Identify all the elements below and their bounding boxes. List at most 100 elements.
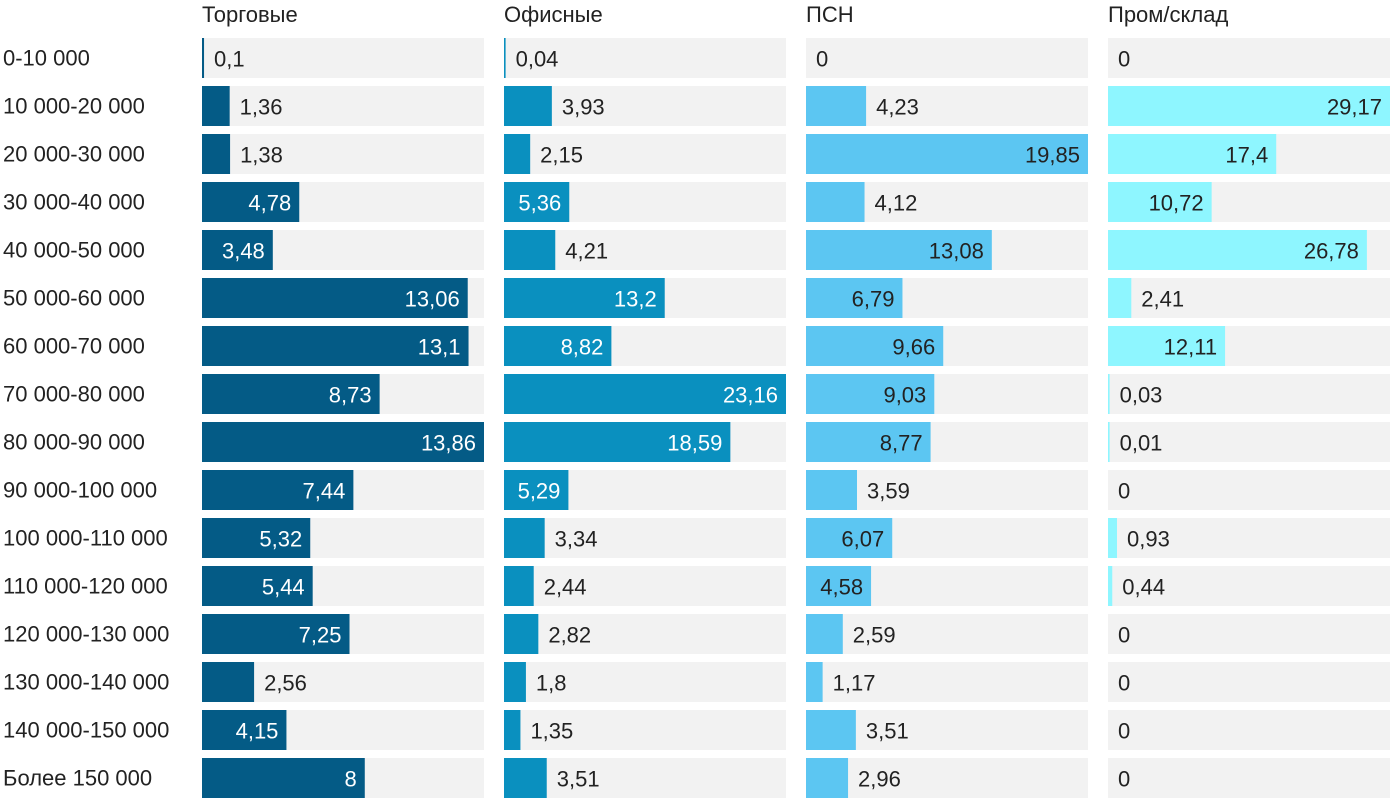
row-label: 70 000-80 000 bbox=[3, 382, 145, 407]
data-label: 3,34 bbox=[555, 527, 598, 552]
bar bbox=[504, 182, 570, 222]
data-label: 8,77 bbox=[880, 431, 923, 456]
row-label: 100 000-110 000 bbox=[3, 526, 168, 551]
data-label: 2,56 bbox=[264, 671, 307, 696]
bar bbox=[806, 614, 843, 654]
data-label: 0,93 bbox=[1127, 527, 1170, 552]
bar bbox=[202, 422, 484, 462]
data-label: 8,82 bbox=[561, 335, 604, 360]
row-label: Более 150 000 bbox=[3, 766, 152, 791]
data-label: 0,44 bbox=[1122, 575, 1165, 600]
data-label: 3,59 bbox=[867, 479, 910, 504]
data-label: 13,2 bbox=[614, 287, 657, 312]
data-label: 0 bbox=[816, 47, 828, 72]
bar bbox=[202, 758, 365, 798]
row-label: 80 000-90 000 bbox=[3, 430, 145, 455]
data-label: 5,36 bbox=[518, 191, 561, 216]
data-label: 29,17 bbox=[1327, 95, 1382, 120]
data-label: 8,73 bbox=[329, 383, 372, 408]
bar-track bbox=[504, 758, 786, 798]
data-label: 5,44 bbox=[262, 575, 305, 600]
column-title: Пром/склад bbox=[1108, 2, 1228, 27]
bar-track bbox=[202, 86, 484, 126]
data-label: 3,51 bbox=[866, 719, 909, 744]
data-label: 26,78 bbox=[1304, 239, 1359, 264]
bar bbox=[504, 278, 665, 318]
bar-track bbox=[1108, 566, 1390, 606]
data-label: 0,04 bbox=[516, 47, 559, 72]
data-label: 5,29 bbox=[518, 479, 561, 504]
bar bbox=[202, 662, 255, 702]
bar bbox=[504, 422, 731, 462]
bar bbox=[202, 182, 300, 222]
bar bbox=[504, 662, 526, 702]
row-label: 0-10 000 bbox=[3, 46, 90, 71]
bar bbox=[202, 38, 205, 78]
data-label: 6,07 bbox=[841, 527, 884, 552]
bar bbox=[1108, 230, 1367, 270]
bar bbox=[504, 38, 506, 78]
bar-track bbox=[504, 134, 786, 174]
column-title: ПСН bbox=[806, 2, 854, 27]
data-label: 0,01 bbox=[1120, 431, 1163, 456]
data-label: 5,32 bbox=[259, 527, 302, 552]
data-label: 4,23 bbox=[876, 95, 919, 120]
bar bbox=[806, 710, 856, 750]
data-label: 0,03 bbox=[1120, 383, 1163, 408]
bar-track bbox=[504, 566, 786, 606]
bar bbox=[806, 662, 823, 702]
data-label: 9,66 bbox=[892, 335, 935, 360]
data-label: 23,16 bbox=[723, 383, 778, 408]
bar bbox=[202, 134, 231, 174]
bar-track bbox=[1108, 710, 1390, 750]
data-label: 4,58 bbox=[820, 575, 863, 600]
row-label: 20 000-30 000 bbox=[3, 142, 145, 167]
data-label: 1,35 bbox=[530, 719, 573, 744]
bar bbox=[806, 326, 944, 366]
data-label: 2,82 bbox=[548, 623, 591, 648]
bar bbox=[504, 470, 569, 510]
bar-track bbox=[806, 758, 1088, 798]
bar bbox=[504, 614, 539, 654]
bar-track bbox=[504, 38, 786, 78]
data-label: 0 bbox=[1118, 479, 1130, 504]
bar bbox=[202, 230, 273, 270]
bar bbox=[504, 518, 545, 558]
row-label: 40 000-50 000 bbox=[3, 238, 145, 263]
data-label: 17,4 bbox=[1225, 143, 1268, 168]
row-label: 120 000-130 000 bbox=[3, 622, 169, 647]
bar-track bbox=[1108, 278, 1390, 318]
bar-track bbox=[504, 614, 786, 654]
data-label: 3,93 bbox=[562, 95, 605, 120]
bar bbox=[202, 326, 469, 366]
data-label: 3,51 bbox=[557, 767, 600, 792]
data-label: 13,1 bbox=[418, 335, 461, 360]
data-label: 19,85 bbox=[1025, 143, 1080, 168]
bar-track bbox=[806, 38, 1088, 78]
data-label: 7,25 bbox=[299, 623, 342, 648]
bar bbox=[806, 134, 1088, 174]
bar bbox=[806, 758, 849, 798]
bar-track bbox=[1108, 470, 1390, 510]
data-label: 13,06 bbox=[405, 287, 460, 312]
bar bbox=[504, 374, 786, 414]
data-label: 2,15 bbox=[540, 143, 583, 168]
row-label: 130 000-140 000 bbox=[3, 670, 169, 695]
bar-track bbox=[1108, 38, 1390, 78]
bar bbox=[504, 134, 531, 174]
bar-track bbox=[1108, 374, 1390, 414]
bar bbox=[504, 758, 547, 798]
bar bbox=[504, 566, 534, 606]
row-label: 10 000-20 000 bbox=[3, 94, 145, 119]
bar bbox=[806, 422, 931, 462]
bar-track bbox=[1108, 662, 1390, 702]
bar bbox=[504, 230, 556, 270]
bar bbox=[504, 86, 552, 126]
bar bbox=[806, 86, 867, 126]
data-label: 4,15 bbox=[236, 719, 279, 744]
data-label: 2,41 bbox=[1141, 287, 1184, 312]
data-label: 8 bbox=[345, 767, 357, 792]
bar bbox=[1108, 182, 1212, 222]
bar bbox=[1108, 326, 1226, 366]
bar-track bbox=[504, 710, 786, 750]
